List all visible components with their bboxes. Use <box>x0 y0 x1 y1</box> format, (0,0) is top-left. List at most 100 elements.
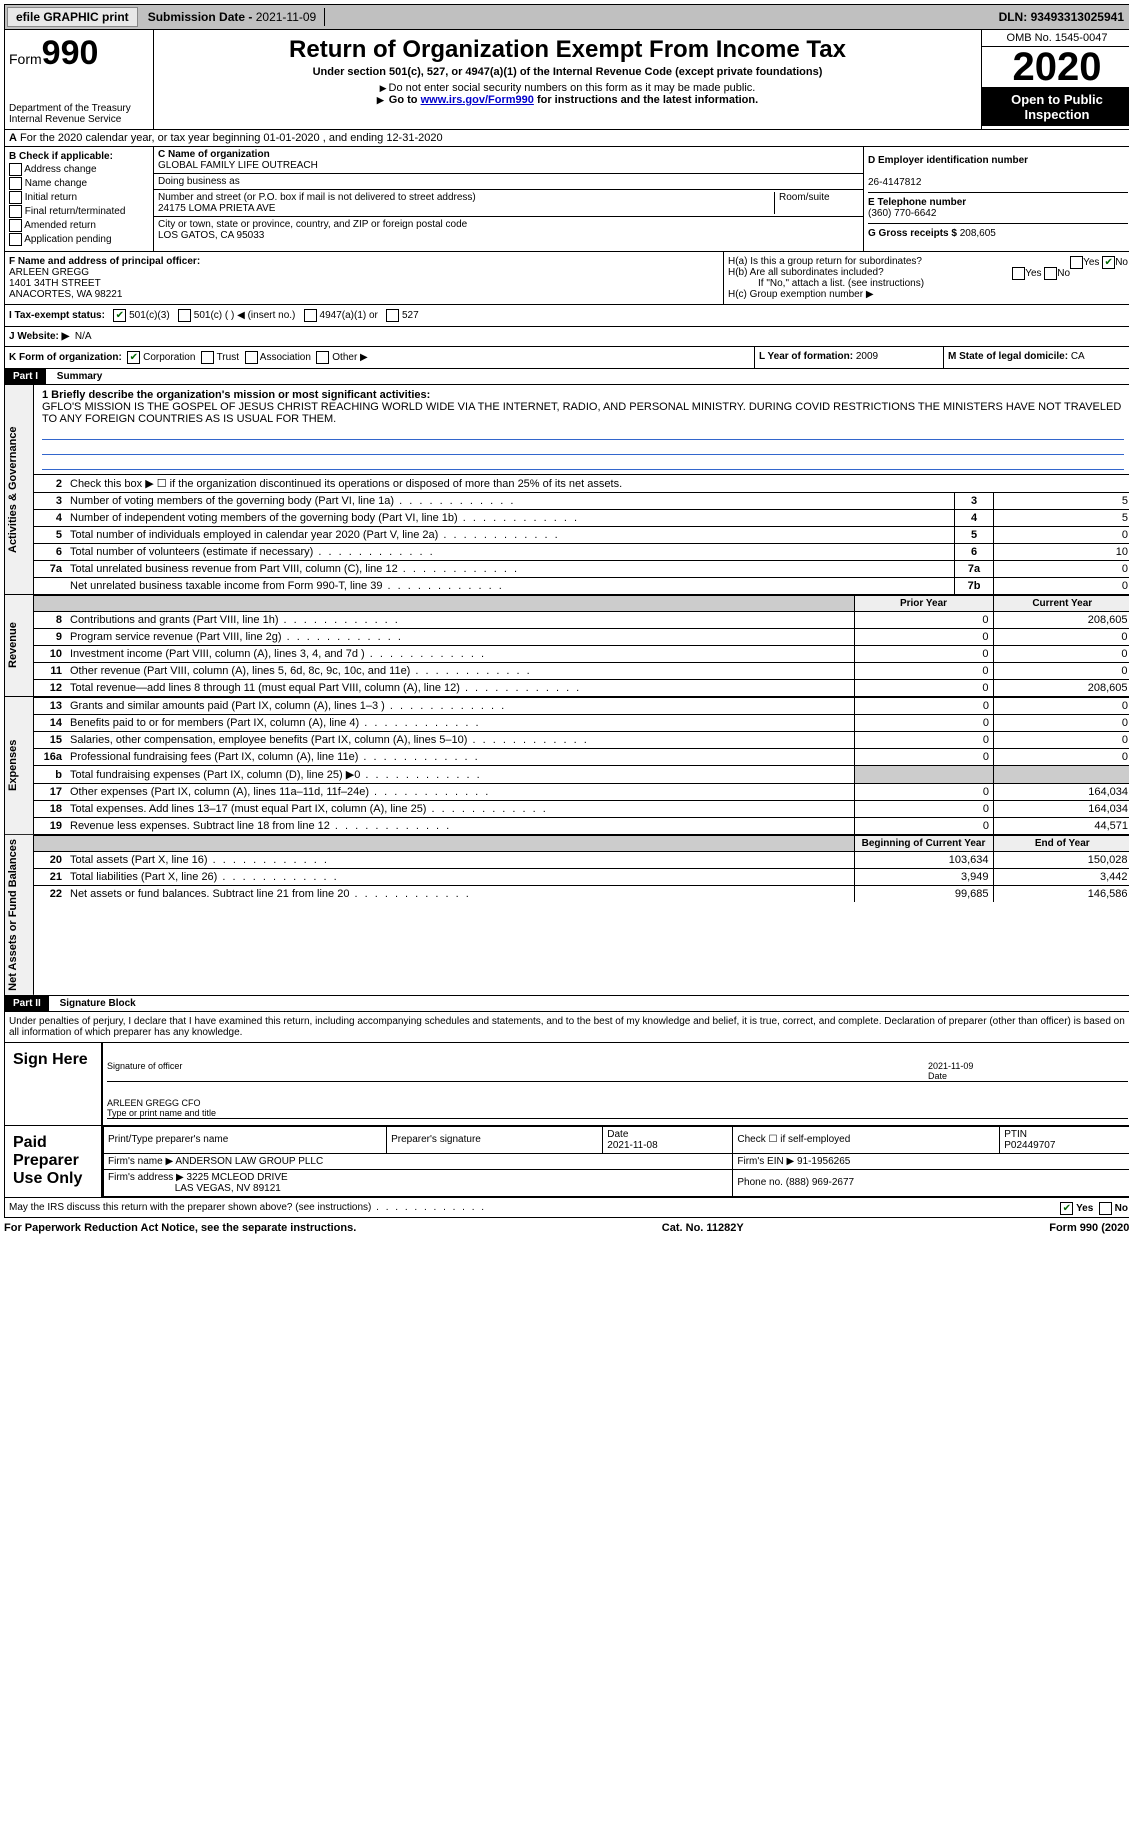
cb-trust[interactable] <box>201 351 214 364</box>
dln-value: 93493313025941 <box>1031 10 1124 24</box>
paid-preparer-label: Paid Preparer Use Only <box>5 1126 103 1197</box>
officer-printed-name: ARLEEN GREGG CFO <box>107 1098 201 1108</box>
table-row: 9Program service revenue (Part VIII, lin… <box>34 629 1129 646</box>
opt-501c: 501(c) ( ) ◀ (insert no.) <box>194 310 296 321</box>
table-row: 8Contributions and grants (Part VIII, li… <box>34 612 1129 629</box>
discuss-row: May the IRS discuss this return with the… <box>4 1198 1129 1218</box>
gross-label: G Gross receipts $ <box>868 228 960 239</box>
open-to-public: Open to Public Inspection <box>982 88 1129 126</box>
table-row: 22Net assets or fund balances. Subtract … <box>34 886 1129 903</box>
gross-value: 208,605 <box>960 228 996 239</box>
ein-value: 26-4147812 <box>868 177 921 188</box>
discuss-no[interactable] <box>1099 1202 1112 1215</box>
mission-text: GFLO'S MISSION IS THE GOSPEL OF JESUS CH… <box>42 401 1121 425</box>
cb-final-return[interactable]: Final return/terminated <box>9 205 149 218</box>
cb-527[interactable] <box>386 309 399 322</box>
side-revenue: Revenue <box>5 595 34 696</box>
part2-tag: Part II <box>5 996 49 1011</box>
cb-assoc[interactable] <box>245 351 258 364</box>
page-footer: For Paperwork Reduction Act Notice, see … <box>4 1218 1129 1238</box>
efile-topbar: efile GRAPHIC print Submission Date - 20… <box>4 4 1129 30</box>
table-row: 10Investment income (Part VIII, column (… <box>34 646 1129 663</box>
section-d: D Employer identification number 26-4147… <box>864 147 1129 251</box>
revenue-table: Prior Year Current Year 8Contributions a… <box>34 595 1129 696</box>
prep-sig-hdr: Preparer's signature <box>387 1126 603 1153</box>
phone-value: (360) 770-6642 <box>868 208 936 219</box>
h-b: H(b) Are all subordinates included? Yes … <box>728 267 1128 278</box>
street-cell: Number and street (or P.O. box if mail i… <box>154 190 863 217</box>
irs-link[interactable]: www.irs.gov/Form990 <box>421 94 534 106</box>
footer-left: For Paperwork Reduction Act Notice, see … <box>4 1222 356 1234</box>
table-row: 14Benefits paid to or for members (Part … <box>34 715 1129 732</box>
section-c: C Name of organization GLOBAL FAMILY LIF… <box>154 147 864 251</box>
table-row: 16aProfessional fundraising fees (Part I… <box>34 749 1129 766</box>
section-l-label: L Year of formation: <box>759 351 856 362</box>
cb-name-change[interactable]: Name change <box>9 177 149 190</box>
cb-corp[interactable] <box>127 351 140 364</box>
footer-right: Form 990 (2020) <box>1049 1222 1129 1234</box>
part1-expenses: Expenses 13Grants and similar amounts pa… <box>4 697 1129 835</box>
governance-table: 2Check this box ▶ ☐ if the organization … <box>34 474 1129 594</box>
mission-block: 1 Briefly describe the organization's mi… <box>34 385 1129 474</box>
cb-address-change[interactable]: Address change <box>9 163 149 176</box>
tax-year: 2020 <box>982 47 1129 88</box>
cb-initial-return[interactable]: Initial return <box>9 191 149 204</box>
part2-header: Part II Signature Block <box>4 996 1129 1012</box>
table-row: 15Salaries, other compensation, employee… <box>34 732 1129 749</box>
officer-name-line: ARLEEN GREGG CFO Type or print name and … <box>107 1086 1128 1119</box>
part2-title: Signature Block <box>52 996 144 1011</box>
opt-assoc: Association <box>260 352 311 363</box>
form-title: Return of Organization Exempt From Incom… <box>158 36 977 64</box>
part2-declaration: Under penalties of perjury, I declare th… <box>4 1012 1129 1043</box>
sign-here-label: Sign Here <box>5 1043 103 1125</box>
ein-label: D Employer identification number <box>868 155 1028 166</box>
city-cell: City or town, state or province, country… <box>154 217 863 243</box>
table-row: 3Number of voting members of the governi… <box>34 493 1129 510</box>
cb-4947[interactable] <box>304 309 317 322</box>
section-k: K Form of organization: Corporation Trus… <box>5 347 755 368</box>
yes-label: Yes <box>1076 1203 1093 1214</box>
table-row: 20Total assets (Part X, line 16)103,6341… <box>34 852 1129 869</box>
street-label: Number and street (or P.O. box if mail i… <box>158 192 476 203</box>
org-name: GLOBAL FAMILY LIFE OUTREACH <box>158 160 318 171</box>
city-value: LOS GATOS, CA 95033 <box>158 230 264 241</box>
cb-app-pending[interactable]: Application pending <box>9 233 149 246</box>
table-row: 19Revenue less expenses. Subtract line 1… <box>34 818 1129 835</box>
opt-other: Other ▶ <box>332 352 367 363</box>
h-a: H(a) Is this a group return for subordin… <box>728 256 1128 267</box>
side-expenses: Expenses <box>5 697 34 834</box>
discuss-yes[interactable] <box>1060 1202 1073 1215</box>
form-number: Form990 <box>9 34 149 73</box>
sign-here-block: Sign Here Signature of officer 2021-11-0… <box>4 1043 1129 1126</box>
efile-graphic-button[interactable]: efile GRAPHIC print <box>7 7 138 27</box>
opt-527: 527 <box>402 310 419 321</box>
row-a-tax-year: A For the 2020 calendar year, or tax yea… <box>4 130 1129 147</box>
table-row: Net unrelated business taxable income fr… <box>34 578 1129 595</box>
part1-netassets: Net Assets or Fund Balances Beginning of… <box>4 835 1129 996</box>
goto-post: for instructions and the latest informat… <box>537 94 758 106</box>
submission-date-value: 2021-11-09 <box>256 10 317 24</box>
cb-amended-return[interactable]: Amended return <box>9 219 149 232</box>
header-mid: Return of Organization Exempt From Incom… <box>154 30 982 129</box>
officer-street: 1401 34TH STREET <box>9 278 101 289</box>
prep-date-cell: Date2021-11-08 <box>603 1126 733 1153</box>
line1-label: 1 Briefly describe the organization's mi… <box>42 389 430 401</box>
dba-cell: Doing business as <box>154 174 863 190</box>
section-i: I Tax-exempt status: 501(c)(3) 501(c) ( … <box>4 305 1129 327</box>
dba-label: Doing business as <box>158 176 240 187</box>
prep-selfemp-hdr: Check ☐ if self-employed <box>733 1126 1000 1153</box>
form-subtitle: Under section 501(c), 527, or 4947(a)(1)… <box>158 66 977 78</box>
section-b-label: B Check if applicable: <box>9 151 113 162</box>
submission-date-label: Submission Date - <box>148 10 256 24</box>
expenses-table: 13Grants and similar amounts paid (Part … <box>34 697 1129 834</box>
table-row: bTotal fundraising expenses (Part IX, co… <box>34 766 1129 784</box>
cb-501c[interactable] <box>178 309 191 322</box>
cb-501c3[interactable] <box>113 309 126 322</box>
cb-other[interactable] <box>316 351 329 364</box>
opt-4947: 4947(a)(1) or <box>320 310 378 321</box>
section-m-label: M State of legal domicile: <box>948 351 1071 362</box>
table-row: 5Total number of individuals employed in… <box>34 527 1129 544</box>
paid-preparer-block: Paid Preparer Use Only Print/Type prepar… <box>4 1126 1129 1198</box>
goto-pre: Go to <box>389 94 421 106</box>
firm-addr-cell: Firm's address ▶ 3225 MCLEOD DRIVE LAS V… <box>104 1169 733 1196</box>
